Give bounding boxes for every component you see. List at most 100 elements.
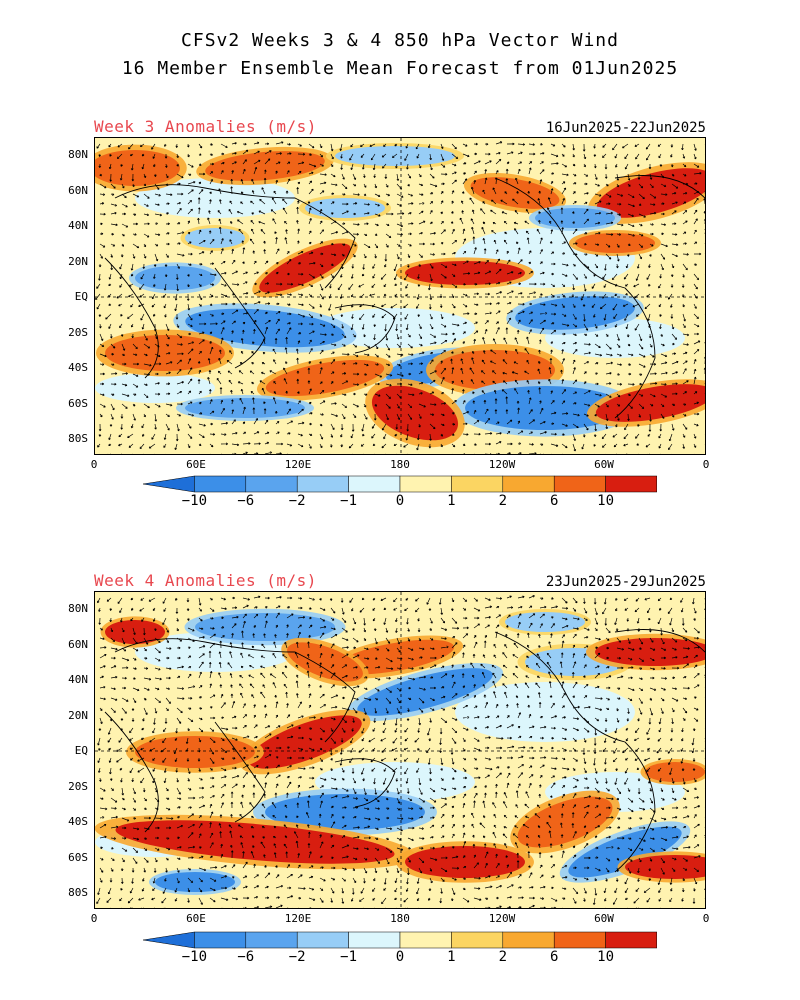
wind-arrow	[693, 340, 701, 345]
wind-arrow	[385, 343, 390, 351]
wind-arrow	[462, 652, 465, 659]
wind-arrow	[130, 163, 134, 171]
wind-arrow	[649, 827, 655, 831]
wind-arrow	[363, 867, 368, 874]
wind-arrow	[164, 153, 168, 159]
wind-arrow	[572, 661, 577, 669]
wind-arrow	[670, 283, 674, 288]
wind-arrow	[439, 897, 443, 904]
wind-arrow	[242, 597, 250, 601]
wind-arrow	[128, 293, 134, 298]
wind-arrow	[495, 258, 501, 265]
wind-arrow	[627, 403, 633, 409]
wind-arrow	[693, 368, 697, 375]
wind-arrow	[528, 180, 531, 185]
wind-arrow	[351, 767, 355, 774]
wind-arrow	[385, 797, 389, 801]
wind-arrow	[594, 856, 599, 859]
wind-arrow	[526, 843, 530, 849]
wind-arrow	[152, 757, 156, 761]
wind-arrow	[297, 400, 301, 405]
wind-arrow	[176, 402, 183, 406]
wind-arrow	[286, 613, 294, 619]
wind-arrow	[198, 402, 202, 405]
wind-arrow	[258, 220, 266, 225]
wind-arrow	[99, 797, 104, 800]
wind-arrow	[220, 865, 227, 869]
wind-arrow	[550, 432, 557, 436]
wind-arrow	[120, 423, 124, 430]
wind-arrow	[539, 725, 547, 729]
wind-arrow	[275, 595, 282, 599]
wind-arrow	[528, 774, 534, 779]
wind-arrow	[152, 777, 156, 784]
wind-arrow	[352, 646, 357, 650]
wind-arrow	[209, 199, 212, 205]
wind-arrow	[250, 391, 255, 395]
wind-arrow	[418, 392, 423, 395]
wind-arrow	[517, 319, 521, 325]
wind-arrow	[512, 833, 519, 839]
wind-arrow	[242, 875, 248, 879]
wind-arrow	[649, 223, 654, 226]
anomaly-core	[185, 228, 245, 248]
wind-arrow	[451, 323, 460, 327]
wind-arrow	[209, 410, 215, 415]
wind-arrow	[198, 369, 202, 375]
wind-arrow	[682, 825, 687, 829]
wind-arrow	[593, 747, 597, 754]
wind-arrow	[110, 807, 117, 810]
wind-arrow	[296, 187, 299, 195]
wind-arrow	[538, 381, 541, 385]
wind-arrow	[320, 453, 321, 454]
wind-arrow	[307, 380, 311, 385]
wind-arrow	[495, 746, 503, 750]
wind-arrow	[106, 597, 112, 602]
wind-arrow	[429, 627, 432, 631]
lon-tick-label: 120E	[284, 458, 312, 471]
wind-arrow	[583, 153, 587, 160]
wind-arrow	[429, 423, 436, 430]
wind-arrow	[495, 597, 503, 600]
wind-arrow	[373, 323, 377, 327]
wind-arrow	[164, 877, 167, 882]
wind-arrow	[405, 887, 409, 892]
wind-arrow	[637, 717, 640, 722]
wind-arrow	[638, 647, 642, 650]
wind-arrow	[386, 212, 394, 216]
wind-arrow	[460, 200, 464, 205]
wind-arrow	[704, 191, 705, 194]
wind-arrow	[198, 390, 202, 395]
wind-arrow	[263, 240, 266, 245]
wind-arrow	[242, 291, 249, 295]
wind-arrow	[484, 634, 487, 639]
wind-arrow	[495, 177, 498, 185]
wind-arrow	[480, 663, 486, 669]
wind-arrow	[605, 361, 613, 365]
wind-arrow	[297, 340, 301, 345]
week4-anomaly-map	[94, 591, 706, 909]
wind-arrow	[218, 661, 222, 669]
wind-arrow	[330, 433, 334, 438]
wind-arrow	[132, 827, 140, 831]
wind-arrow	[427, 143, 431, 149]
wind-arrow	[462, 282, 466, 286]
wind-arrow	[220, 875, 228, 879]
wind-arrow	[251, 351, 255, 355]
wind-arrow	[506, 715, 510, 719]
wind-arrow	[118, 443, 123, 447]
lat-tick-label: 20N	[68, 708, 88, 722]
wind-arrow	[358, 283, 365, 288]
wind-arrow	[429, 857, 438, 861]
wind-arrow	[572, 831, 577, 839]
wind-arrow	[220, 337, 224, 345]
wind-arrow	[429, 163, 433, 171]
wind-arrow	[273, 664, 277, 669]
wind-arrow	[319, 303, 322, 308]
wind-arrow	[110, 203, 118, 207]
wind-arrow	[110, 372, 118, 375]
wind-arrow	[153, 323, 157, 332]
wind-arrow	[682, 360, 688, 365]
wind-arrow	[550, 623, 555, 629]
wind-arrow	[350, 433, 354, 439]
